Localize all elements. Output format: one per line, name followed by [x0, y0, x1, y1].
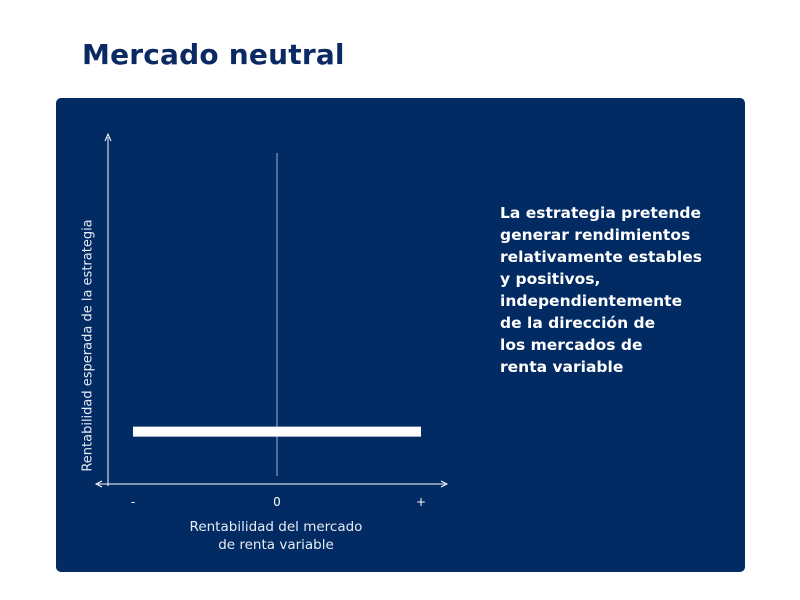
- y-axis-label: Rentabilidad esperada de la estrategia: [80, 219, 96, 472]
- description-line: relativamente estables: [500, 248, 702, 266]
- description-line: generar rendimientos: [500, 226, 691, 244]
- strategy-description: La estrategia pretende generar rendimien…: [500, 202, 740, 378]
- x-axis-label-line-1: Rentabilidad del mercado: [189, 519, 363, 535]
- x-axis-left-arrow-icon: [94, 480, 103, 488]
- x-axis-right-arrow-icon: [440, 480, 449, 488]
- x-axis-label-line-2: de renta variable: [218, 537, 334, 553]
- page-title: Mercado neutral: [82, 38, 345, 71]
- description-line: independientemente: [500, 292, 683, 310]
- chart-panel: [56, 98, 745, 572]
- x-tick-label-zero: 0: [273, 495, 281, 509]
- chart-axes: [94, 132, 449, 488]
- x-axis-label: Rentabilidad del mercado de renta variab…: [156, 518, 396, 554]
- description-line: renta variable: [500, 358, 624, 376]
- x-tick-label-negative: -: [130, 495, 136, 509]
- description-line: los mercados de: [500, 336, 643, 354]
- description-line: de la dirección de: [500, 314, 656, 332]
- description-line: La estrategia pretende: [500, 204, 701, 222]
- y-axis-arrow-icon: [104, 132, 112, 142]
- description-line: y positivos,: [500, 270, 601, 288]
- x-tick-label-positive: +: [415, 495, 427, 509]
